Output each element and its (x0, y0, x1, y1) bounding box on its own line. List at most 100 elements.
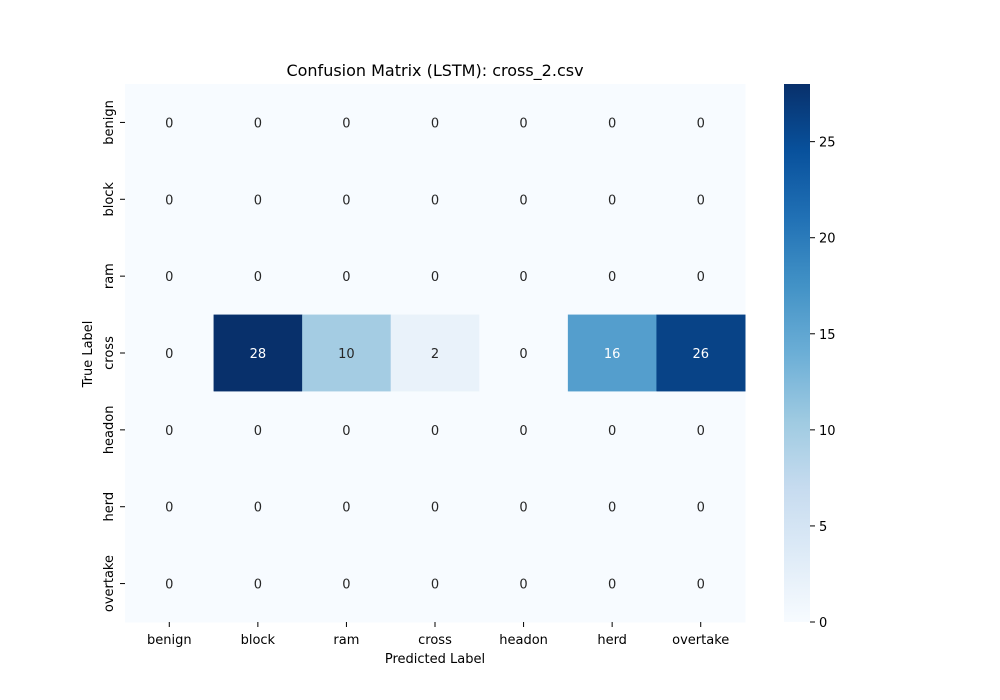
heatmap-cell (302, 314, 392, 392)
cell-value-label: 2 (431, 347, 439, 362)
colorbar-gradient (784, 84, 810, 622)
heatmap-cell (567, 84, 657, 162)
cell-value-label: 0 (519, 578, 527, 593)
y-tick-label: ram (102, 263, 117, 289)
cell-value-label: 16 (604, 347, 621, 362)
x-tick-label: overtake (672, 633, 729, 648)
heatmap-cell (656, 160, 746, 239)
y-tick-label: overtake (102, 555, 117, 612)
heatmap-cell (390, 237, 480, 316)
colorbar-tick-label: 15 (819, 328, 836, 343)
cell-value-label: 0 (431, 424, 439, 439)
cell-value-label: 0 (519, 270, 527, 285)
heatmap-cell (390, 314, 480, 392)
x-tick-label: headon (499, 633, 548, 648)
cell-value-label: 26 (692, 347, 709, 362)
cell-value-label: 0 (608, 270, 616, 285)
heatmap-cell (567, 237, 657, 316)
heatmap-cell (479, 468, 569, 546)
heatmap-cell-labels: 0 0 0 0 0 0 0 0 0 0 0 0 0 0 0 0 0 0 0 0 0 0 28 10 2 0 16 26 0 0 0 0 0 0 0 0… (165, 116, 709, 592)
cell-value-label: 0 (608, 116, 616, 131)
cell-value-label: 0 (165, 116, 173, 131)
x-tick-label: cross (418, 633, 452, 648)
heatmap-cell (302, 391, 392, 469)
heatmap-cell (479, 391, 569, 469)
cell-value-label: 0 (608, 424, 616, 439)
x-tick-label: benign (147, 633, 192, 648)
heatmap-cell (656, 468, 746, 546)
cell-value-label: 0 (697, 424, 705, 439)
cell-value-label: 0 (519, 116, 527, 131)
y-tick-label: cross (102, 336, 117, 370)
heatmap-cell (479, 545, 569, 623)
cell-value-label: 0 (342, 501, 350, 516)
heatmap-cell (213, 545, 303, 623)
cell-value-label: 0 (697, 116, 705, 131)
heatmap-cell (213, 237, 303, 316)
heatmap-cell (302, 160, 392, 239)
cell-value-label: 0 (519, 347, 527, 362)
heatmap-cell (125, 468, 215, 546)
cell-value-label: 0 (608, 193, 616, 208)
heatmap-cell (390, 391, 480, 469)
cell-value-label: 0 (165, 347, 173, 362)
cell-value-label: 0 (431, 116, 439, 131)
heatmap-cell (213, 468, 303, 546)
heatmap-cell (656, 237, 746, 316)
y-tick-label: herd (102, 492, 117, 522)
colorbar-tick-label: 25 (819, 136, 836, 151)
heatmap-cell (125, 84, 215, 162)
cell-value-label: 28 (250, 347, 267, 362)
heatmap-cell (302, 237, 392, 316)
cell-value-label: 0 (608, 578, 616, 593)
cell-value-label: 0 (431, 578, 439, 593)
heatmap-cell (567, 391, 657, 469)
heatmap-cell (125, 545, 215, 623)
cell-value-label: 0 (254, 193, 262, 208)
heatmap-cell (567, 545, 657, 623)
heatmap-cell (656, 314, 746, 392)
heatmap-cell (125, 314, 215, 392)
heatmap-cell (479, 314, 569, 392)
cell-value-label: 0 (254, 501, 262, 516)
y-tick-label: block (102, 182, 117, 217)
colorbar-tick-label: 10 (819, 424, 836, 439)
colorbar: 0 5 10 15 20 25 (784, 84, 836, 631)
cell-value-label: 0 (342, 193, 350, 208)
cell-value-label: 0 (342, 424, 350, 439)
cell-value-label: 0 (254, 116, 262, 131)
heatmap-cell (213, 314, 303, 392)
heatmap-cell (656, 391, 746, 469)
cell-value-label: 0 (697, 501, 705, 516)
cell-value-label: 0 (165, 270, 173, 285)
heatmap-cell (567, 314, 657, 392)
heatmap-cell (390, 84, 480, 162)
heatmap-cell (302, 468, 392, 546)
heatmap-cell (567, 468, 657, 546)
x-tick-label: ram (333, 633, 359, 648)
heatmap-cell (390, 160, 480, 239)
heatmap-cell (390, 468, 480, 546)
y-tick-label: benign (102, 100, 117, 145)
cell-value-label: 0 (165, 193, 173, 208)
chart-title: Confusion Matrix (LSTM): cross_2.csv (286, 61, 583, 81)
cell-value-label: 0 (431, 193, 439, 208)
cell-value-label: 0 (697, 578, 705, 593)
x-tick-label: block (241, 633, 276, 648)
y-tick-label: headon (102, 406, 117, 455)
heatmap-cell (125, 160, 215, 239)
heatmap-cell (479, 237, 569, 316)
colorbar-tick-label: 5 (819, 520, 827, 535)
cell-value-label: 0 (519, 424, 527, 439)
cell-value-label: 0 (431, 501, 439, 516)
cell-value-label: 0 (697, 193, 705, 208)
heatmap-cell (656, 84, 746, 162)
heatmap-cell (656, 545, 746, 623)
heatmap-cell (213, 391, 303, 469)
y-axis-label: True Label (81, 321, 96, 389)
cell-value-label: 0 (519, 501, 527, 516)
cell-value-label: 0 (165, 578, 173, 593)
cell-value-label: 0 (165, 424, 173, 439)
cell-value-label: 0 (342, 578, 350, 593)
